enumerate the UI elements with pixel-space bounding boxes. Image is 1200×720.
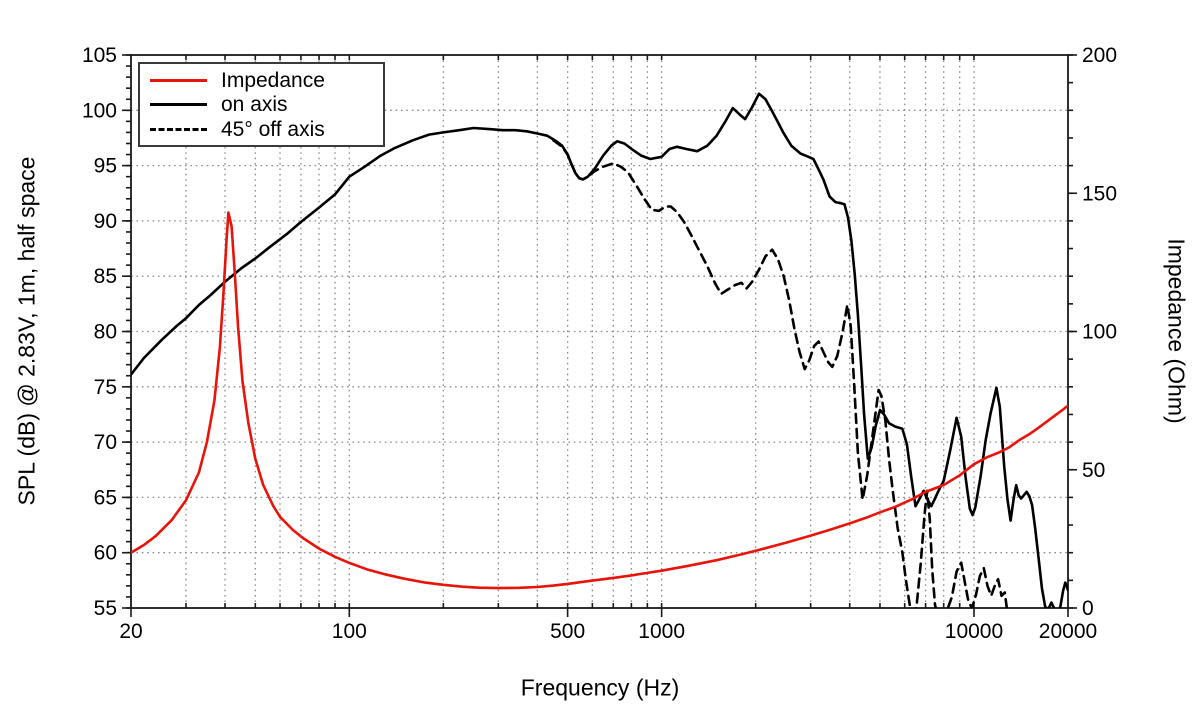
- series-on-axis: [131, 92, 1068, 608]
- y-left-tick-label: 65: [94, 486, 117, 509]
- x-tick-label: 10000: [945, 620, 1003, 643]
- y-left-tick-label: 60: [94, 542, 117, 565]
- x-tick-label: 500: [550, 620, 585, 643]
- legend-line-sample-on-axis: [150, 103, 207, 106]
- gridlines: [131, 55, 1068, 608]
- y-left-tick-label: 80: [94, 321, 117, 344]
- y-right-tick-label: 100: [1082, 321, 1117, 344]
- y-left-tick-label: 85: [94, 265, 117, 288]
- series-impedance: [131, 211, 1068, 590]
- y-right-tick-label: 0: [1082, 597, 1094, 620]
- y-axis-title-left: SPL (dB) @ 2.83V, 1m, half space: [13, 156, 40, 506]
- x-tick-label: 100: [332, 620, 367, 643]
- legend-label: on axis: [221, 93, 288, 116]
- y-axis-title-right: Impedance (Ohm): [1163, 238, 1190, 424]
- plot-frame: [130, 54, 1069, 609]
- x-tick-label: 20: [119, 620, 142, 643]
- legend-item-on-axis: on axis: [150, 94, 383, 115]
- series-group: [131, 92, 1068, 608]
- legend-item-impedance: Impedance: [150, 70, 383, 91]
- legend-label: 45° off axis: [221, 117, 325, 141]
- y-left-tick-label: 95: [94, 155, 117, 178]
- x-tick-label: 20000: [1039, 620, 1097, 643]
- x-axis-title: Frequency (Hz): [520, 674, 680, 701]
- legend-item-off-axis: 45° off axis: [150, 119, 383, 140]
- x-tick-label: 1000: [638, 620, 685, 643]
- legend: Impedance on axis 45° off axis: [138, 62, 385, 147]
- y-left-tick-label: 70: [94, 431, 117, 454]
- y-right-tick-label: 50: [1082, 459, 1105, 482]
- legend-line-sample-impedance: [150, 78, 207, 82]
- y-right-tick-label: 150: [1082, 182, 1117, 205]
- y-left-tick-label: 75: [94, 376, 117, 399]
- y-left-tick-label: 55: [94, 597, 117, 620]
- legend-label: Impedance: [221, 68, 325, 92]
- y-left-tick-label: 90: [94, 210, 117, 233]
- tick-labels: 20 100 500 1000 10000 20000556065707580859095…: [82, 44, 1117, 643]
- y-right-tick-label: 200: [1082, 44, 1117, 67]
- y-left-tick-label: 105: [82, 44, 117, 67]
- y-left-tick-label: 100: [82, 99, 117, 122]
- series-45-off-axis: [552, 138, 1009, 608]
- legend-line-sample-off-axis: [150, 127, 207, 131]
